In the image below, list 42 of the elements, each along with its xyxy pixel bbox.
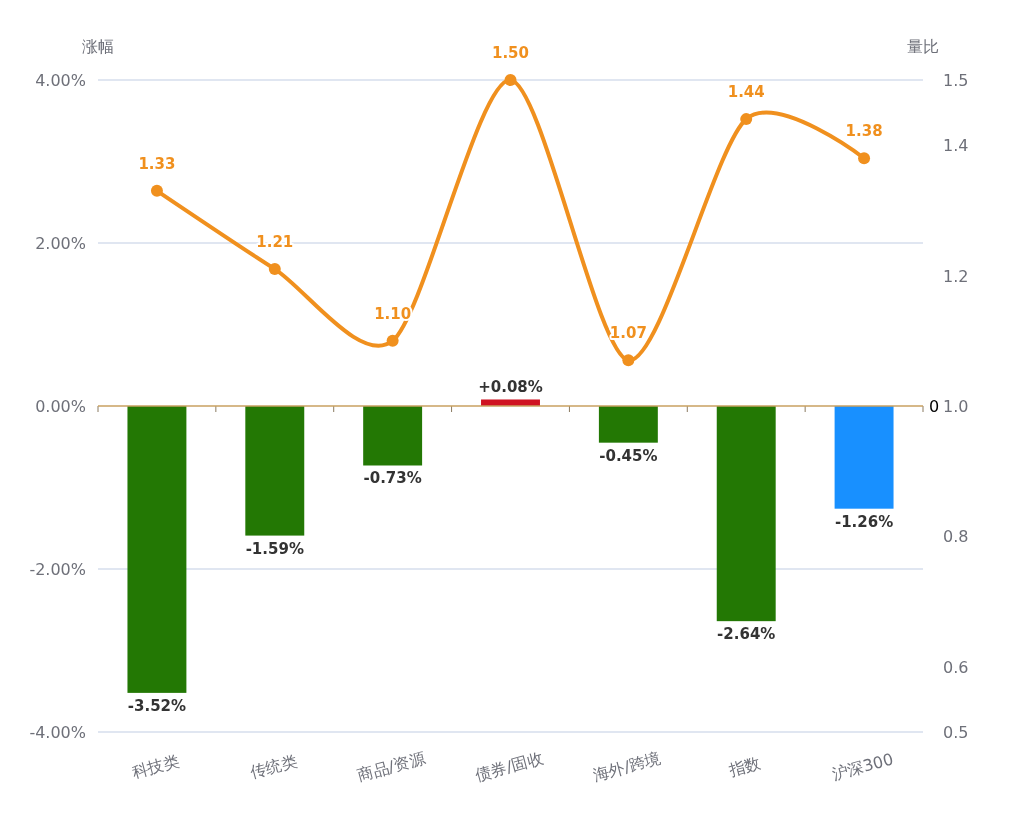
data-label: 1.33: [138, 154, 176, 173]
x-tick-label: 海外/跨境: [590, 748, 663, 785]
y-tick-label: -2.00%: [29, 560, 86, 579]
y2-tick-label: 0.5: [943, 723, 969, 742]
data-label: -2.64%: [717, 625, 776, 644]
data-label: -1.59%: [245, 539, 304, 558]
point: [740, 113, 753, 126]
y-tick-label: -4.00%: [29, 723, 86, 742]
point: [858, 152, 871, 165]
y2-tick-label: 1.0: [943, 397, 969, 416]
x-tick-label: 债券/固收: [473, 748, 546, 785]
y-tick-label: 2.00%: [35, 234, 86, 253]
point: [622, 354, 635, 367]
y2-axis-title: 量比: [907, 37, 939, 56]
point: [386, 334, 399, 347]
y2-tick-label: 1.2: [943, 266, 969, 286]
data-label: 1.38: [845, 122, 883, 141]
data-label: +0.08%: [478, 378, 543, 397]
data-label: -0.45%: [599, 446, 658, 465]
x-tick-label: 传统类: [247, 751, 299, 783]
x-tick-label: 沪深300: [829, 749, 896, 784]
y-axis-title: 涨幅: [82, 37, 114, 56]
x-tick-label: 指数: [725, 753, 763, 781]
point: [150, 184, 163, 197]
data-label: -1.26%: [834, 512, 894, 531]
y2-tick-label: 0.8: [943, 527, 969, 547]
y2-tick-label: 1.5: [943, 71, 969, 90]
x-tick-label: 科技类: [129, 751, 182, 783]
y2-tick-label: 1.4: [943, 136, 969, 156]
y2-tick-label: 0.6: [943, 657, 969, 677]
point: [504, 74, 517, 86]
point: [268, 263, 281, 276]
data-label: 1.07: [609, 324, 647, 343]
data-label: 1.44: [727, 83, 765, 102]
data-label: -0.73%: [363, 469, 422, 488]
data-label: 1.21: [256, 233, 294, 252]
data-label: 1.50: [491, 44, 530, 62]
y-tick-label: 4.00%: [35, 71, 86, 90]
data-label: -3.52%: [127, 696, 187, 715]
x-tick-label: 商品/资源: [355, 748, 428, 785]
y-tick-label: 0.00%: [35, 397, 86, 416]
ref-line-label: 0: [929, 397, 940, 416]
